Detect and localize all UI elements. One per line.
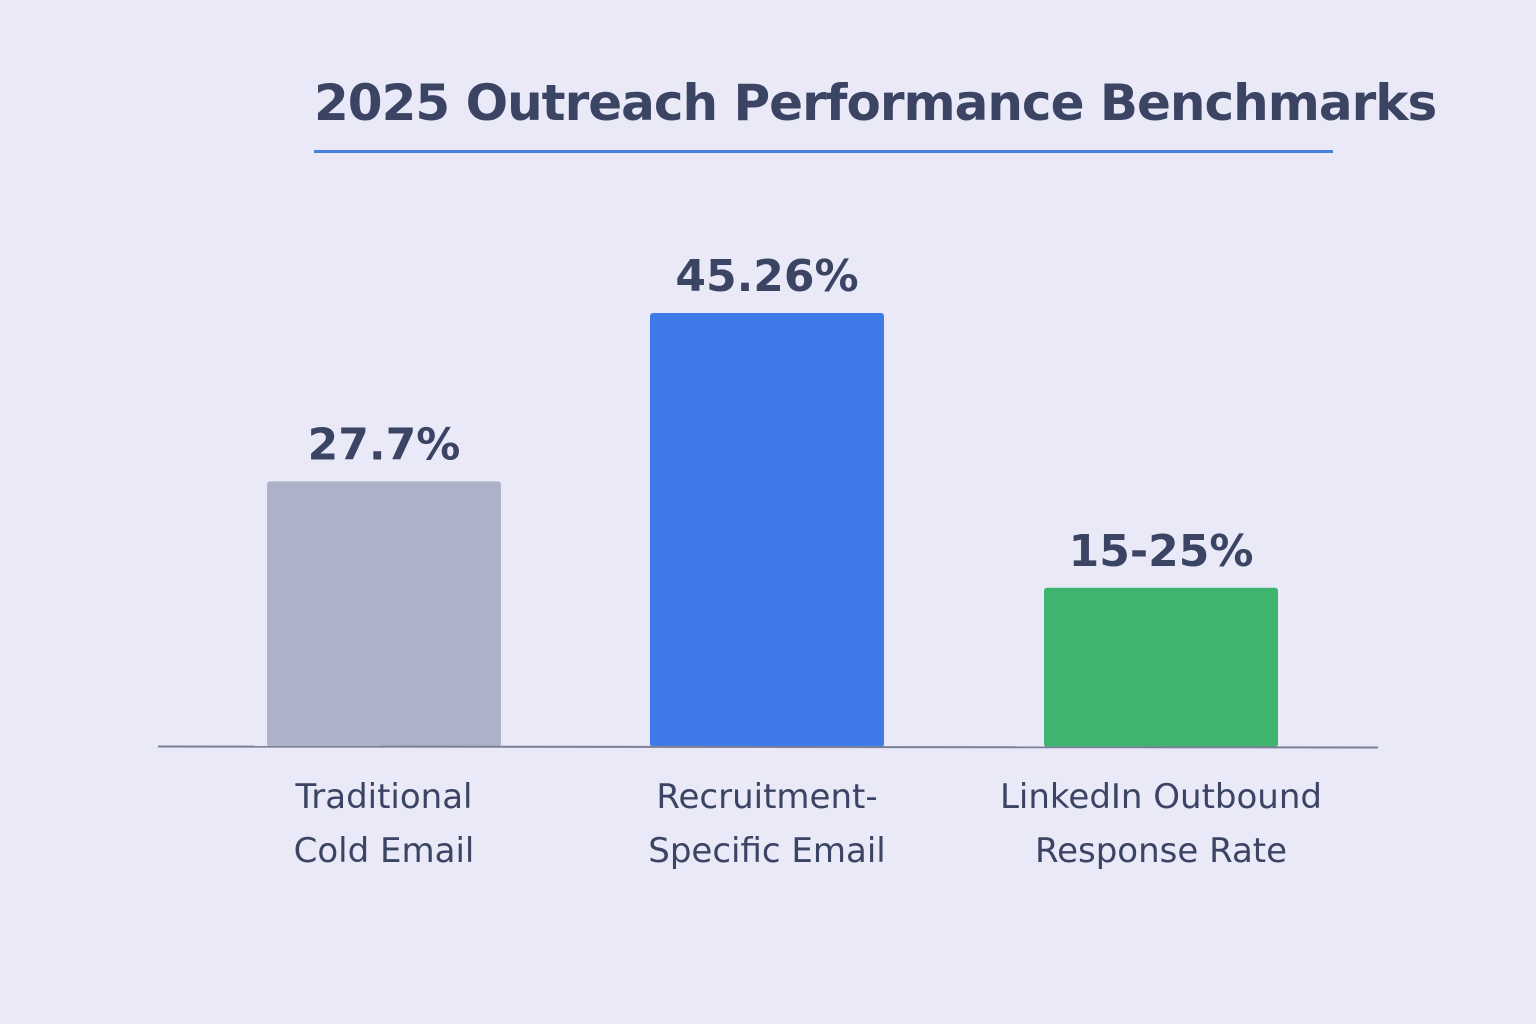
category-label-2-line-0: LinkedIn Outbound xyxy=(1000,777,1322,817)
x-axis-line xyxy=(157,745,1379,749)
data-label-2: 15-25% xyxy=(1069,526,1254,577)
data-label-0: 27.7% xyxy=(308,419,461,470)
bar-1 xyxy=(650,312,884,747)
category-label-1-line-0: Recruitment- xyxy=(656,777,877,817)
bar-2 xyxy=(1044,587,1278,747)
bar-0 xyxy=(267,481,501,747)
title-underline xyxy=(314,150,1333,153)
category-label-2-line-1: Response Rate xyxy=(1035,831,1287,871)
category-label-0-line-1: Cold Email xyxy=(294,831,475,871)
category-label-0-line-0: Traditional xyxy=(294,777,472,817)
chart-title: 2025 Outreach Performance Benchmarks xyxy=(314,74,1437,132)
data-label-1: 45.26% xyxy=(675,251,858,302)
category-label-1-line-1: Specific Email xyxy=(648,831,885,871)
